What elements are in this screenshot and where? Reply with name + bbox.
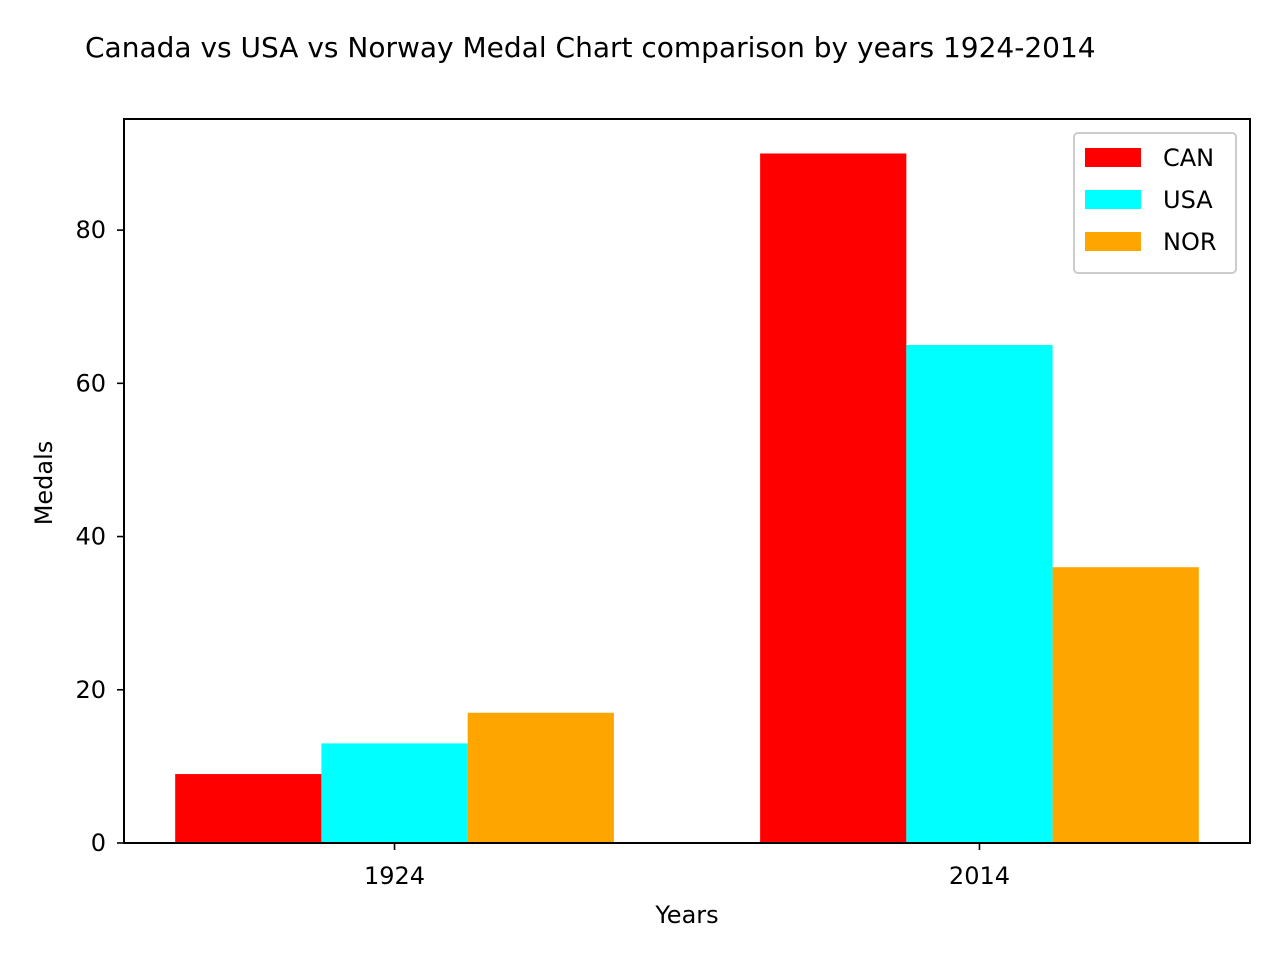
y-tick-label: 20 bbox=[75, 676, 106, 704]
bar-nor-1924 bbox=[467, 712, 614, 843]
legend: CAN USA NOR bbox=[1073, 132, 1237, 274]
bar-usa-2014 bbox=[906, 345, 1053, 843]
x-tick-label: 2014 bbox=[949, 862, 1010, 890]
legend-label-can: CAN bbox=[1163, 144, 1214, 172]
chart-title: Canada vs USA vs Norway Medal Chart comp… bbox=[85, 31, 1096, 64]
y-tick-label: 60 bbox=[75, 369, 106, 397]
bars-layer bbox=[175, 153, 1199, 843]
legend-swatch-can bbox=[1085, 148, 1141, 167]
x-axis-label: Years bbox=[654, 901, 718, 929]
y-tick-label: 0 bbox=[91, 829, 106, 857]
y-tick-label: 80 bbox=[75, 216, 106, 244]
x-axis-ticks: 1924 2014 bbox=[364, 843, 1010, 890]
plot-frame bbox=[123, 118, 1251, 844]
legend-label-nor: NOR bbox=[1163, 228, 1217, 256]
y-axis-label: Medals bbox=[30, 441, 58, 526]
legend-swatch-nor bbox=[1085, 232, 1141, 251]
bar-usa-1924 bbox=[321, 743, 468, 843]
legend-swatch-usa bbox=[1085, 190, 1141, 209]
bar-can-2014 bbox=[760, 153, 907, 843]
x-tick-label: 1924 bbox=[364, 862, 425, 890]
y-axis-ticks: 0 20 40 60 80 bbox=[75, 216, 124, 857]
legend-label-usa: USA bbox=[1163, 186, 1213, 214]
bar-can-1924 bbox=[175, 774, 322, 843]
y-tick-label: 40 bbox=[75, 523, 106, 551]
bar-nor-2014 bbox=[1052, 567, 1199, 843]
